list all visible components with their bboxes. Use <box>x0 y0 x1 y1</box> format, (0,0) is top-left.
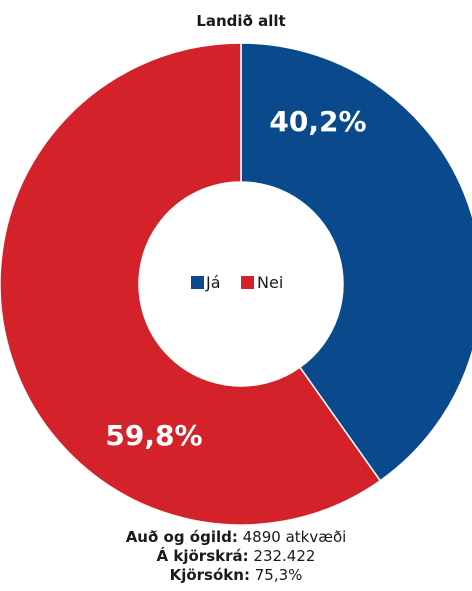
footer-turnout: Kjörsókn: 75,3% <box>0 566 472 585</box>
donut-slice-ja <box>240 42 472 482</box>
slice-value-label-ja: 40,2% <box>269 105 366 138</box>
legend-label-nei: Nei <box>257 273 283 292</box>
registered-label: Á kjörskrá: <box>156 547 249 565</box>
blank-votes-value: 4890 atkvæði <box>242 528 347 546</box>
footer-blank-votes: Auð og ógild: 4890 atkvæði <box>0 528 472 547</box>
chart-footer: Auð og ógild: 4890 atkvæði Á kjörskrá: 2… <box>0 528 472 585</box>
turnout-label: Kjörsókn: <box>169 566 250 584</box>
slice-value-label-nei: 59,8% <box>105 419 202 452</box>
legend-swatch-nei <box>241 276 254 289</box>
chart-title: Landið allt <box>196 12 285 30</box>
blank-votes-label: Auð og ógild: <box>125 528 238 546</box>
legend-label-ja: Já <box>205 273 221 292</box>
slice-value-labels: 40,2% 59,8% <box>105 105 366 452</box>
footer-registered: Á kjörskrá: 232.422 <box>0 547 472 566</box>
turnout-value: 75,3% <box>254 566 303 584</box>
registered-value: 232.422 <box>253 547 316 565</box>
center-legend: Já Nei <box>191 273 283 292</box>
donut-slice-nei <box>0 42 382 526</box>
donut-slices <box>0 42 472 526</box>
legend-swatch-ja <box>191 276 204 289</box>
